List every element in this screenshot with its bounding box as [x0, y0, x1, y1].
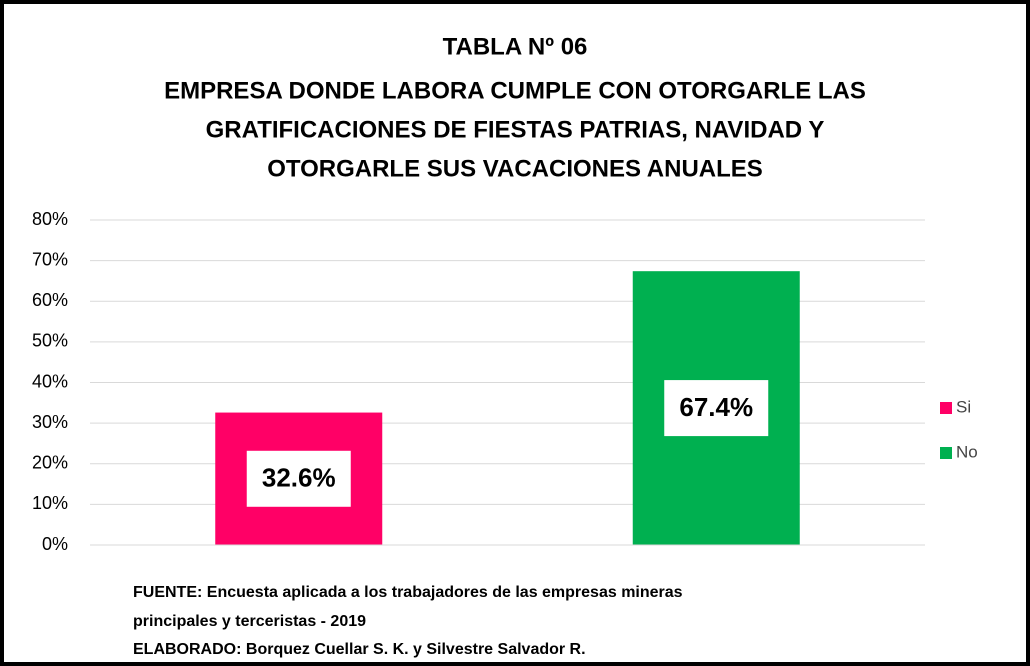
legend-swatch: [940, 447, 952, 459]
chart-title: OTORGARLE SUS VACACIONES ANUALES: [267, 155, 763, 182]
note: ELABORADO: Borquez Cuellar S. K. y Silve…: [133, 641, 586, 658]
legend-label: No: [956, 442, 978, 461]
y-tick-label: 10%: [32, 493, 68, 513]
y-tick-label: 80%: [32, 209, 68, 229]
chart-title: GRATIFICACIONES DE FIESTAS PATRIAS, NAVI…: [206, 116, 825, 143]
y-tick-label: 0%: [42, 534, 68, 554]
legend-swatch: [940, 402, 952, 414]
note: FUENTE: Encuesta aplicada a los trabajad…: [133, 584, 683, 601]
y-tick-label: 60%: [32, 290, 68, 310]
y-tick-label: 70%: [32, 249, 68, 269]
value-label: 32.6%: [262, 463, 336, 493]
note: principales y terceristas - 2019: [133, 613, 366, 630]
chart-title: EMPRESA DONDE LABORA CUMPLE CON OTORGARL…: [164, 77, 866, 104]
value-label: 67.4%: [679, 392, 753, 422]
chart-title: TABLA Nº 06: [443, 33, 588, 60]
value-label-box: [246, 450, 351, 507]
y-tick-label: 50%: [32, 331, 68, 351]
y-tick-label: 20%: [32, 453, 68, 473]
y-tick-label: 40%: [32, 371, 68, 391]
legend-label: Si: [956, 397, 971, 416]
y-tick-label: 30%: [32, 412, 68, 432]
value-label-box: [664, 380, 769, 437]
